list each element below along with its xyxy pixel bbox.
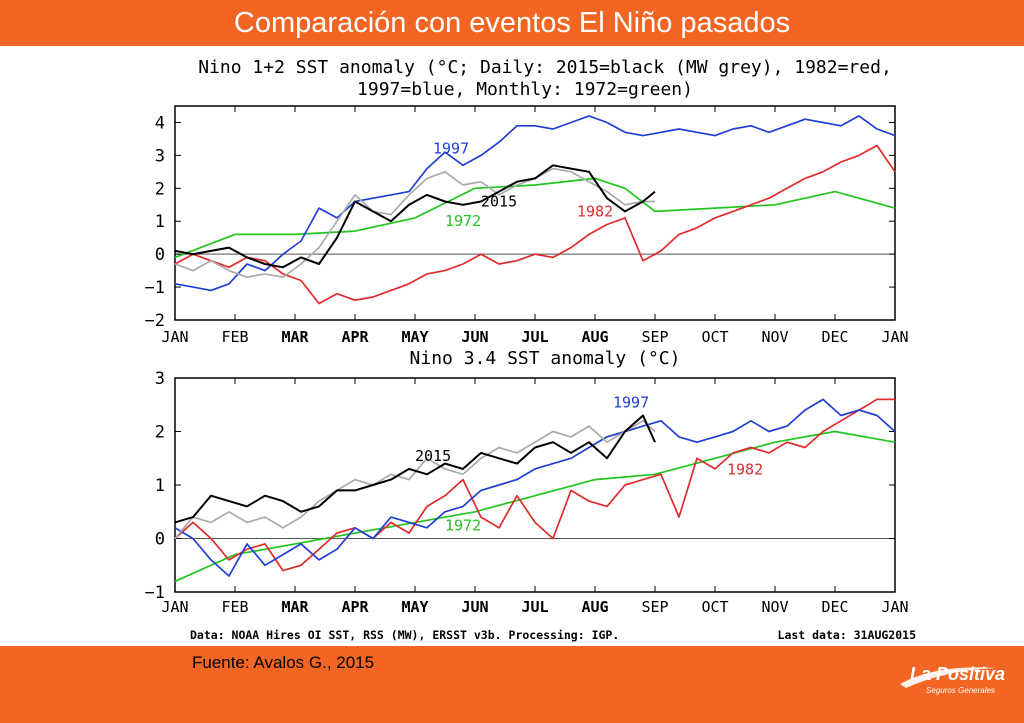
charts-area: Data: NOAA Hires OI SST, RSS (MW), ERSST… — [145, 57, 917, 642]
series-annotation-1997: 1997 — [433, 140, 469, 158]
x-tick-label: APR — [341, 598, 369, 616]
series-annotation-1972: 1972 — [445, 516, 481, 534]
plot-frame — [174, 105, 896, 321]
y-tick-label: 2 — [155, 179, 165, 199]
x-tick-label: FEB — [221, 328, 248, 346]
x-tick-label: NOV — [761, 598, 788, 616]
x-tick-label: JAN — [161, 598, 188, 616]
y-tick-label: 4 — [155, 113, 165, 133]
x-tick-label: JAN — [881, 328, 908, 346]
x-tick-label: MAR — [281, 328, 309, 346]
x-tick-label: SEP — [641, 598, 668, 616]
y-tick-label: 1 — [155, 476, 165, 496]
source-text: Fuente: Avalos G., 2015 — [192, 653, 375, 672]
y-tick-label: 3 — [155, 369, 165, 389]
series-line-1982 — [174, 144, 896, 305]
plot-frame — [174, 377, 896, 593]
x-tick-label: JUN — [461, 598, 488, 616]
y-tick-label: −2 — [145, 311, 165, 331]
x-tick-label: JUN — [461, 328, 488, 346]
series-annotation-1982: 1982 — [727, 460, 763, 478]
y-tick-label: 3 — [155, 146, 165, 166]
series-annotation-2015: 2015 — [415, 447, 451, 465]
footer-bar: Fuente: Avalos G., 2015 La Positiva Segu… — [0, 646, 1024, 723]
x-tick-label: AUG — [581, 328, 608, 346]
chart-title: Nino 3.4 SST anomaly (°C) — [410, 348, 681, 369]
series-annotation-2015: 2015 — [481, 192, 517, 210]
x-tick-label: FEB — [221, 598, 248, 616]
series-line-2015-mw — [174, 419, 656, 540]
series-line-1972 — [174, 177, 896, 259]
x-tick-label: APR — [341, 328, 369, 346]
y-tick-label: 0 — [155, 245, 165, 265]
la-positiva-logo: La Positiva Seguros Generales — [896, 662, 1006, 702]
x-tick-label: DEC — [821, 328, 848, 346]
x-tick-label: JAN — [881, 598, 908, 616]
x-tick-label: MAR — [281, 598, 309, 616]
chart-title: Nino 1+2 SST anomaly (°C; Daily: 2015=bl… — [198, 57, 892, 78]
logo-subtitle: Seguros Generales — [926, 686, 995, 695]
x-tick-label: MAY — [401, 328, 428, 346]
series-line-2015 — [174, 414, 656, 524]
logo-swoosh-icon — [900, 667, 996, 688]
slide-title: Comparación con eventos El Niño pasados — [233, 7, 791, 39]
series-annotation-1972: 1972 — [445, 212, 481, 230]
footnote-last: Last data: 31AUG2015 — [778, 628, 917, 642]
x-tick-label: DEC — [821, 598, 848, 616]
x-tick-label: JUL — [521, 328, 548, 346]
logo-name: La Positiva — [910, 664, 1006, 684]
x-tick-label: JAN — [161, 328, 188, 346]
chart-title-line2: 1997=blue, Monthly: 1972=green) — [357, 79, 693, 100]
x-tick-label: OCT — [701, 598, 728, 616]
series-line-2015 — [174, 164, 656, 269]
x-tick-label: NOV — [761, 328, 788, 346]
footnote-data: Data: NOAA Hires OI SST, RSS (MW), ERSST… — [190, 628, 619, 642]
x-tick-label: AUG — [581, 598, 608, 616]
x-tick-label: JUL — [521, 598, 548, 616]
y-tick-label: −1 — [145, 278, 165, 298]
x-tick-label: MAY — [401, 598, 428, 616]
series-annotation-1997: 1997 — [613, 393, 649, 411]
series-line-2015-mw — [174, 167, 655, 279]
y-tick-label: 1 — [155, 212, 165, 232]
y-tick-label: 2 — [155, 423, 165, 443]
series-annotation-1982: 1982 — [577, 202, 613, 220]
title-bar: Comparación con eventos El Niño pasados — [0, 0, 1024, 46]
series-line-1997 — [174, 115, 896, 292]
x-tick-label: OCT — [701, 328, 728, 346]
x-tick-label: SEP — [641, 328, 668, 346]
series-line-1982 — [174, 398, 895, 572]
series-line-1972 — [174, 430, 896, 583]
y-tick-label: −1 — [145, 583, 165, 603]
y-tick-label: 0 — [155, 530, 165, 550]
series-line-1997 — [174, 398, 896, 577]
chart-1: Nino 1+2 SST anomaly (°C; Daily: 2015=bl… — [145, 57, 909, 346]
